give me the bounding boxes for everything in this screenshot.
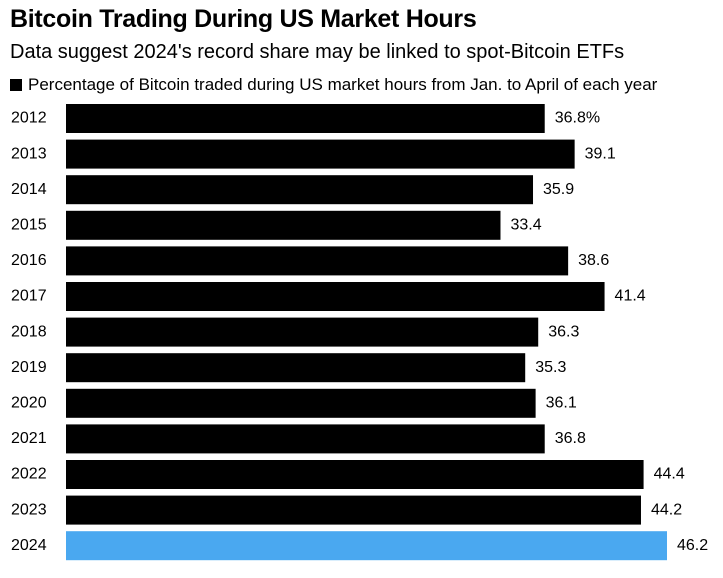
value-label: 35.3 — [535, 359, 566, 376]
value-label: 38.6 — [578, 252, 609, 269]
chart-subtitle: Data suggest 2024's record share may be … — [10, 41, 625, 63]
bar — [66, 246, 569, 276]
category-label: 2023 — [11, 501, 47, 518]
category-label: 2021 — [11, 430, 47, 447]
category-label: 2020 — [11, 395, 47, 412]
category-label: 2013 — [11, 145, 47, 162]
category-label: 2017 — [11, 288, 47, 305]
bar — [66, 317, 539, 347]
legend-swatch — [10, 79, 22, 91]
value-label: 36.8 — [555, 430, 586, 447]
value-label: 33.4 — [510, 217, 541, 234]
value-label: 44.4 — [654, 466, 685, 483]
bar — [66, 353, 526, 383]
bar — [66, 139, 575, 169]
chart-title: Bitcoin Trading During US Market Hours — [10, 5, 477, 33]
bar — [66, 424, 545, 454]
category-label: 2016 — [11, 252, 47, 269]
bar — [66, 104, 545, 133]
category-label: 2022 — [11, 466, 47, 483]
value-label: 41.4 — [615, 288, 646, 305]
bar — [66, 210, 501, 240]
bar — [66, 175, 534, 205]
value-label: 36.3 — [548, 323, 579, 340]
value-label: 36.1 — [546, 395, 577, 412]
value-label: 39.1 — [585, 145, 616, 162]
category-label: 2012 — [11, 110, 47, 127]
bar — [66, 495, 641, 525]
bar — [66, 282, 605, 311]
category-label: 2015 — [11, 217, 47, 234]
bar — [66, 460, 644, 489]
chart-legend: Percentage of Bitcoin traded during US m… — [10, 73, 657, 97]
bar — [66, 531, 667, 561]
category-label: 2019 — [11, 359, 47, 376]
category-label: 2024 — [11, 537, 47, 554]
value-label: 44.2 — [651, 501, 682, 518]
value-label: 36.8% — [555, 110, 600, 127]
value-label: 46.2 — [677, 537, 708, 554]
category-label: 2014 — [11, 181, 47, 198]
value-label: 35.9 — [543, 181, 574, 198]
bar — [66, 388, 536, 418]
category-label: 2018 — [11, 323, 47, 340]
legend-label: Percentage of Bitcoin traded during US m… — [28, 75, 658, 94]
